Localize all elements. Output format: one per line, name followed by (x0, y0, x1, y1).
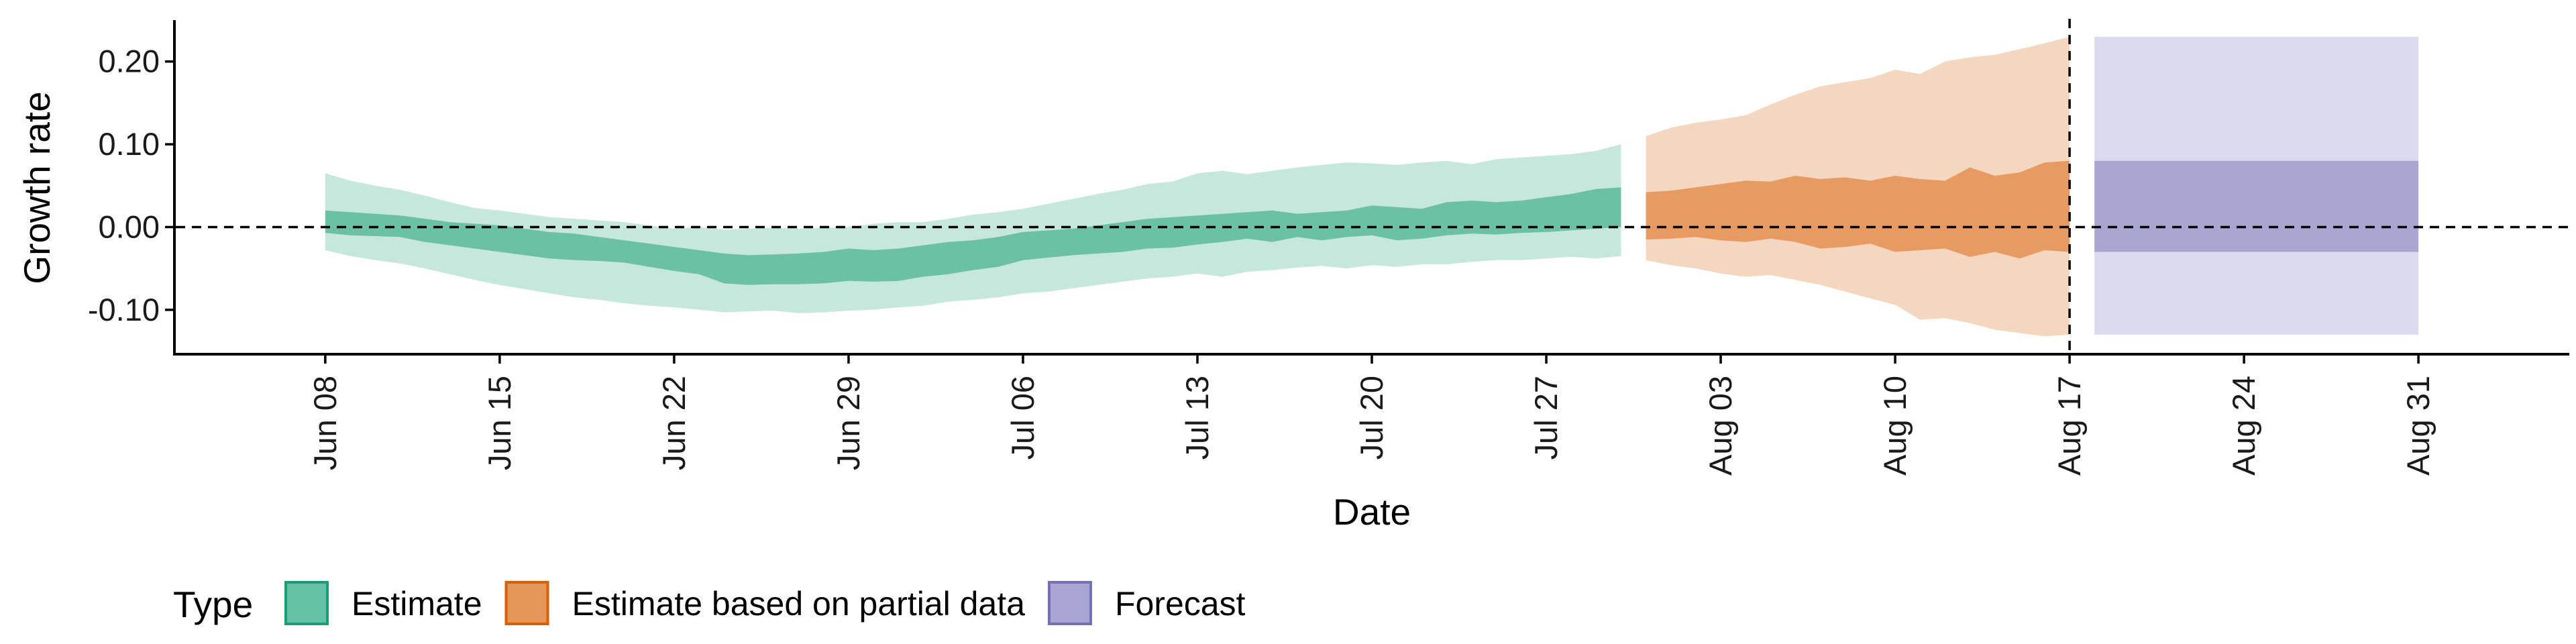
y-tick-label: 0.20 (99, 44, 160, 79)
estimate-outer-band (325, 144, 1621, 313)
x-tick-label: Aug 10 (1877, 376, 1913, 476)
x-tick-label: Jul 27 (1528, 376, 1564, 460)
x-tick-label: Jul 13 (1179, 376, 1215, 460)
legend-label: Estimate based on partial data (572, 585, 1026, 623)
legend-title: Type (173, 584, 253, 625)
legend-label: Forecast (1115, 585, 1246, 623)
forecast-inner-band (2094, 160, 2419, 252)
x-tick-label: Aug 17 (2051, 376, 2087, 476)
x-tick-label: Aug 03 (1703, 376, 1738, 476)
y-tick-label: 0.10 (99, 126, 160, 162)
legend-swatch (504, 581, 549, 625)
x-tick-label: Jul 20 (1354, 376, 1389, 460)
x-tick-label: Jun 15 (482, 376, 517, 470)
x-tick-label: Jun 22 (656, 376, 692, 470)
x-tick-label: Jun 29 (830, 376, 866, 470)
reference-lines (176, 19, 2568, 353)
plot-bands (325, 36, 2419, 337)
legend-swatch (1047, 581, 1092, 625)
x-tick-label: Jun 08 (307, 376, 343, 470)
x-ticks: Jun 08 Jun 15 Jun 22 Jun 29 Jul 06 Jul 13 Jul … (307, 354, 2436, 476)
legend-entries: Estimate Estimate based on partial data Fo… (284, 581, 1246, 625)
y-tick-label: -0.10 (88, 292, 160, 327)
y-axis-title: Growth rate (16, 91, 58, 284)
x-tick-label: Aug 24 (2226, 376, 2261, 476)
estimate-inner-band (325, 187, 1621, 285)
y-tick-label: 0.00 (99, 209, 160, 244)
x-tick-label: Jul 06 (1005, 376, 1040, 460)
x-axis-title: Date (1333, 491, 1411, 533)
y-ticks: 0.20 0.10 0.00 -0.10 (88, 44, 174, 327)
estimate-based-on-partial-data-inner-band (1646, 160, 2070, 259)
x-tick-label: Aug 31 (2400, 376, 2436, 476)
legend-swatch (284, 581, 329, 625)
legend-label: Estimate (352, 585, 482, 623)
legend: Type Estimate Estimate based on partial d… (173, 581, 1246, 625)
